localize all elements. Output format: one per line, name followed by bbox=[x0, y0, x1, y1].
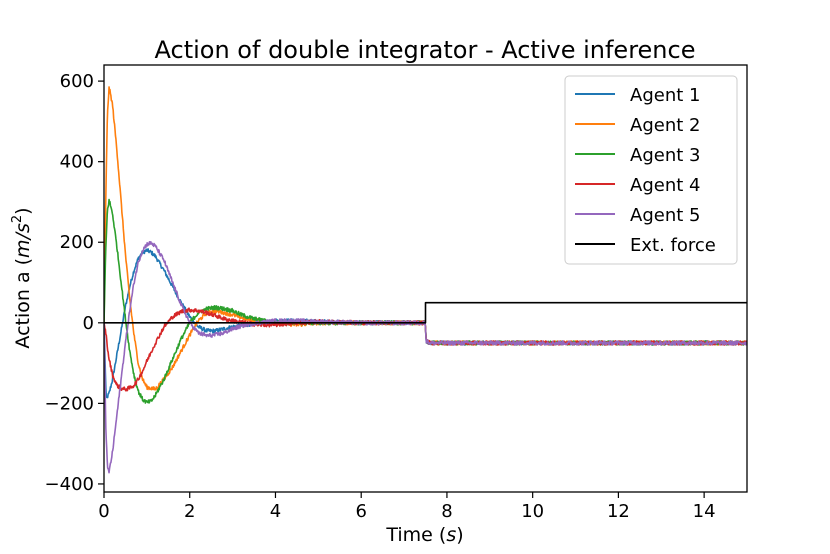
x-tick-label: 14 bbox=[693, 501, 716, 522]
y-tick-label: 400 bbox=[60, 152, 94, 173]
y-tick-label: 0 bbox=[83, 313, 94, 334]
legend-label: Agent 2 bbox=[630, 115, 700, 136]
y-axis-label: Action a (m/s2) bbox=[10, 207, 34, 348]
x-tick-label: 0 bbox=[98, 501, 109, 522]
y-tick-label: −400 bbox=[45, 474, 94, 495]
legend-label: Ext. force bbox=[630, 235, 716, 256]
y-tick-label: 600 bbox=[60, 71, 94, 92]
series-layer bbox=[104, 86, 747, 474]
chart-title: Action of double integrator - Active inf… bbox=[155, 36, 696, 64]
x-tick-label: 8 bbox=[441, 501, 452, 522]
series-line-6 bbox=[104, 301, 747, 324]
x-tick-label: 2 bbox=[184, 501, 195, 522]
legend-label: Agent 1 bbox=[630, 85, 700, 106]
y-tick-label: −200 bbox=[45, 393, 94, 414]
x-tick-label: 4 bbox=[270, 501, 281, 522]
legend-label: Agent 3 bbox=[630, 145, 700, 166]
legend-label: Agent 4 bbox=[630, 175, 700, 196]
x-tick-label: 10 bbox=[521, 501, 544, 522]
plot-frame bbox=[103, 64, 748, 493]
x-axis-label: Time (s) bbox=[385, 524, 463, 546]
series-line-5 bbox=[104, 241, 747, 474]
legend: Agent 1 Agent 2 Agent 3 Agent 4 Agent 5 Ext. … bbox=[564, 75, 738, 265]
y-axis: −400 −200 0 200 400 600 bbox=[45, 71, 104, 495]
y-tick-label: 200 bbox=[60, 232, 94, 253]
legend-label: Agent 5 bbox=[630, 205, 700, 226]
x-tick-label: 6 bbox=[355, 501, 366, 522]
x-axis: 0 2 4 6 8 10 12 14 bbox=[98, 492, 716, 522]
x-tick-label: 12 bbox=[607, 501, 630, 522]
